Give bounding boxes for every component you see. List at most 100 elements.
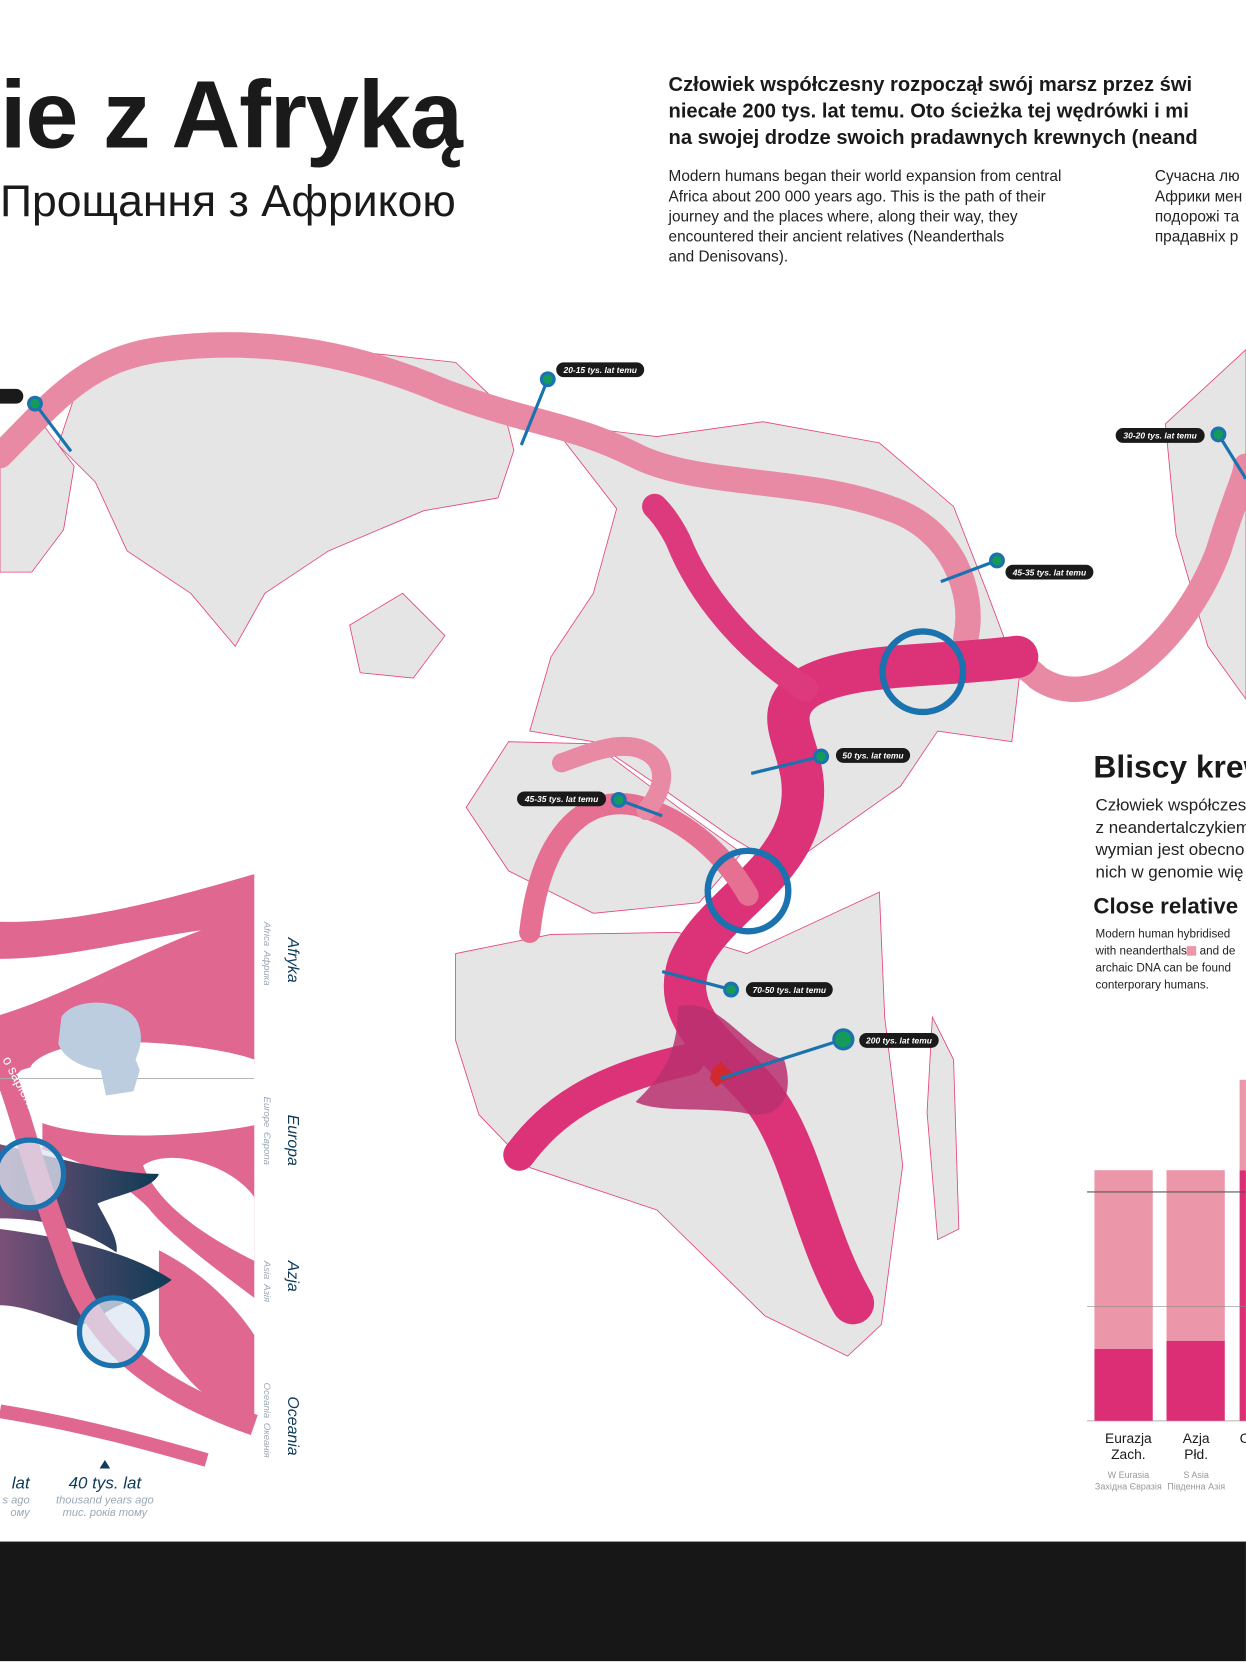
intro-line: Człowiek współczesny rozpoczął swój mars… [668,74,1193,97]
relatives-text-pl: Człowiek współczes z neandertalczykiem w… [1096,795,1246,884]
text-line: with neanderthals and de [1096,943,1236,960]
date-label: 70-50 tys. lat temu [745,982,833,997]
bar-segment [1239,1170,1246,1421]
marker-dot [989,552,1005,569]
map-marker: 45-35 tys. lat temu [517,791,663,818]
date-label: 30-20 tys. lat temu [1115,428,1205,443]
marker-dot [610,791,627,808]
origin-region [635,1005,788,1115]
route-branch-north [642,493,818,702]
intro-en: Modern humans began their world expansio… [669,167,1062,268]
text-part: and de [1199,945,1236,958]
bar-segment [1094,1170,1153,1349]
timeline-chart: o sapiens [0,874,258,1469]
encounter-circle [0,1137,67,1211]
tick-label: 40 tys. lat thousand years ago тис. рокі… [41,1475,168,1519]
landmass-south-east [926,1015,960,1241]
marker-line [719,1037,844,1081]
date-label-bg [859,1033,939,1048]
tick-marker-icon [99,1459,111,1469]
route-northern [0,332,1246,703]
route-europe-north [551,736,672,821]
map-marker: 45-35 tys. lat temu [940,552,1094,584]
footer-band [0,1541,1246,1662]
tick-en: s ago [2,1493,30,1507]
date-label: 200 tys. lat temu [859,1033,939,1048]
bar-label-en: S Asia [1183,1469,1209,1481]
marker-line [750,754,822,775]
text-part: with neanderthals [1095,945,1187,958]
bar-label: Eurazja Zach. [1105,1430,1152,1463]
intro-line: Modern humans began their world expansio… [668,168,1062,186]
map-marker: 200 tys. lat temu [719,1028,939,1081]
date-label-text: 50 tys. lat temu [842,751,904,761]
landmass-island [349,592,446,679]
date-label: 20-15 tys. lat temu [556,362,645,378]
page-title: ie z Afryką [0,62,463,169]
map-marker: emu [0,388,73,453]
oceania-stream [0,1404,209,1467]
date-label: 45-35 tys. lat temu [517,791,607,807]
sapiens-stream [0,1055,258,1436]
bar-label-en: W Eurasia [1107,1469,1150,1481]
neanderthal-swatch [1186,946,1197,956]
intro-line: прадавніх р [1154,228,1239,246]
routes [0,332,1246,1325]
text-line: nich w genomie wię [1095,863,1244,882]
date-label-bg [517,791,607,807]
text-line: Modern human hybridised [1095,928,1231,941]
bar-segment [1166,1340,1225,1421]
denisovan-stream [0,1229,172,1327]
intro-line: Africa about 200 000 years ago. This is … [668,188,1046,206]
bar-label-ua: Південна Азія [1167,1481,1226,1492]
page-subtitle: Прощання з Африкою [0,175,456,226]
marker-dot [832,1028,855,1051]
marker-line [661,970,732,992]
encounter-circle [76,1295,150,1369]
map-marker: 20-15 tys. lat temu [519,362,645,446]
landmass-north [57,340,515,648]
skull-icon [58,1002,141,1096]
text-line: archaic DNA can be found [1095,962,1231,975]
intro-line: Африки мен [1154,188,1243,206]
date-label-text: 45-35 tys. lat temu [1012,567,1087,577]
map-marker: 70-50 tys. lat temu [661,970,833,998]
origin-star-icon [709,1061,738,1088]
marker-dot [539,371,556,388]
marker-dot [1210,426,1227,443]
tick-ua: тис. років тому [62,1506,148,1520]
text-line: conterporary humans. [1095,978,1209,992]
intro-line: Сучасна лю [1154,168,1240,186]
date-label-bg [556,362,645,378]
text-line: z neandertalczykiem [1095,818,1246,838]
encounter-circle [704,847,792,935]
date-label-text: 30-20 tys. lat temu [1123,431,1197,441]
intro-line: na swojej drodze swoich pradawnych krewn… [668,127,1198,150]
date-label-text: 20-15 tys. lat temu [562,365,637,375]
intro-pl: Człowiek współczesny rozpoczął swój mars… [669,72,1198,151]
intro-ua: Сучасна лю Африки мен подорожі та прадав… [1155,167,1242,248]
intro-line: journey and the places where, along thei… [668,208,1018,226]
date-label: 50 tys. lat temu [835,748,911,763]
date-label-bg [1115,428,1205,443]
bar-label: C [1240,1430,1246,1446]
map-marker: 50 tys. lat temu [750,748,911,775]
marker-dot [723,981,740,998]
white-gap [0,930,202,1016]
marker-line [1217,433,1246,480]
date-label-bg [745,982,833,997]
marker-line [33,402,73,453]
intro-line: encountered their ancient relatives (Nea… [668,228,1005,246]
bar-segment [1166,1170,1225,1341]
marker-line [940,558,998,584]
bar-segment [1239,1079,1246,1171]
text-line: Człowiek współczes [1095,796,1246,815]
relatives-text-en: Modern human hybridised with neanderthal… [1096,926,1236,994]
marker-dot [813,748,830,765]
date-label-bg [1005,564,1094,580]
tick-value: lat [11,1474,30,1493]
bar-segment [1094,1348,1153,1421]
date-label-bg [835,748,911,763]
tick-en: thousand years ago [56,1493,154,1507]
